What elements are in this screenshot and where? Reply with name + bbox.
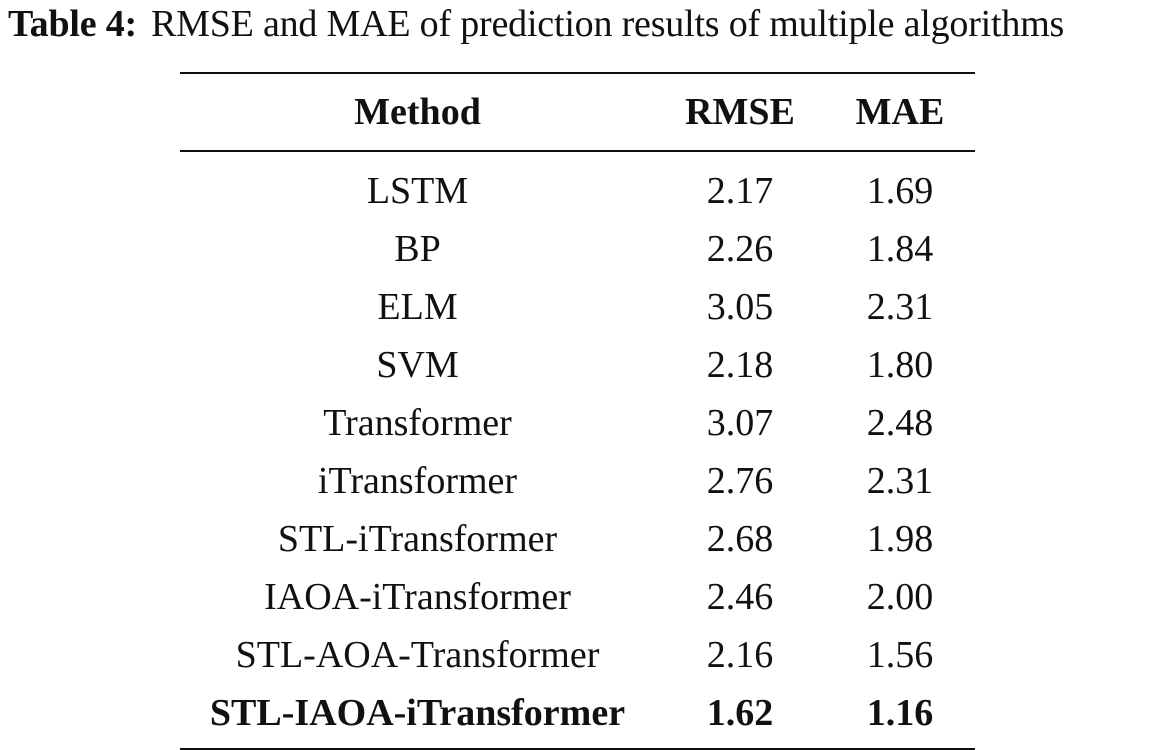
table-row: SVM 2.18 1.80 [180,336,975,394]
rmse-cell: 2.46 [706,576,774,618]
results-table: Method RMSE MAE LSTM 2.17 1.69 BP 2.26 1… [180,72,975,750]
table-header-row: Method RMSE MAE [180,73,975,151]
mae-cell: 2.00 [866,576,934,618]
header-rmse: RMSE [685,91,795,133]
mae-cell: 2.31 [866,286,934,328]
table-row: ELM 3.05 2.31 [180,278,975,336]
header-mae: MAE [855,91,945,133]
method-cell: STL-AOA-Transformer [235,634,600,676]
method-cell: STL-iTransformer [277,518,558,560]
mae-cell: 1.98 [866,518,934,560]
mae-cell: 2.48 [866,402,934,444]
results-table-container: Method RMSE MAE LSTM 2.17 1.69 BP 2.26 1… [180,72,975,750]
rmse-cell: 3.07 [706,402,774,444]
mae-cell: 1.56 [866,634,934,676]
method-cell: iTransformer [317,460,518,502]
rmse-cell: 2.26 [706,228,774,270]
method-cell: SVM [376,344,459,386]
rmse-cell: 3.05 [706,286,774,328]
method-cell: STL-IAOA-iTransformer [209,692,626,734]
table-row: LSTM 2.17 1.69 [180,151,975,220]
table-caption-text: RMSE and MAE of prediction results of mu… [150,3,1065,45]
rmse-cell: 2.17 [706,170,774,212]
table-row: iTransformer 2.76 2.31 [180,452,975,510]
method-cell: Transformer [323,402,512,444]
mae-cell: 2.31 [866,460,934,502]
method-cell: ELM [377,286,458,328]
table-row: STL-iTransformer 2.68 1.98 [180,510,975,568]
table-number-label: Table 4: [8,3,137,45]
header-method: Method [354,91,481,133]
rmse-cell: 2.16 [706,634,774,676]
rmse-cell: 1.62 [706,692,774,734]
mae-cell: 1.69 [866,170,934,212]
mae-cell: 1.84 [866,228,934,270]
method-cell: IAOA-iTransformer [264,576,571,618]
table-caption: Table 4: RMSE and MAE of prediction resul… [8,2,1064,46]
table-row: STL-AOA-Transformer 2.16 1.56 [180,626,975,684]
table-row-best: STL-IAOA-iTransformer 1.62 1.16 [180,684,975,749]
mae-cell: 1.80 [866,344,934,386]
rmse-cell: 2.76 [706,460,774,502]
table-row: BP 2.26 1.84 [180,220,975,278]
table-row: IAOA-iTransformer 2.46 2.00 [180,568,975,626]
rmse-cell: 2.68 [706,518,774,560]
rmse-cell: 2.18 [706,344,774,386]
mae-cell: 1.16 [866,692,934,734]
method-cell: LSTM [366,170,469,212]
table-row: Transformer 3.07 2.48 [180,394,975,452]
method-cell: BP [394,228,441,270]
table-body: LSTM 2.17 1.69 BP 2.26 1.84 ELM 3.05 2.3… [180,151,975,749]
